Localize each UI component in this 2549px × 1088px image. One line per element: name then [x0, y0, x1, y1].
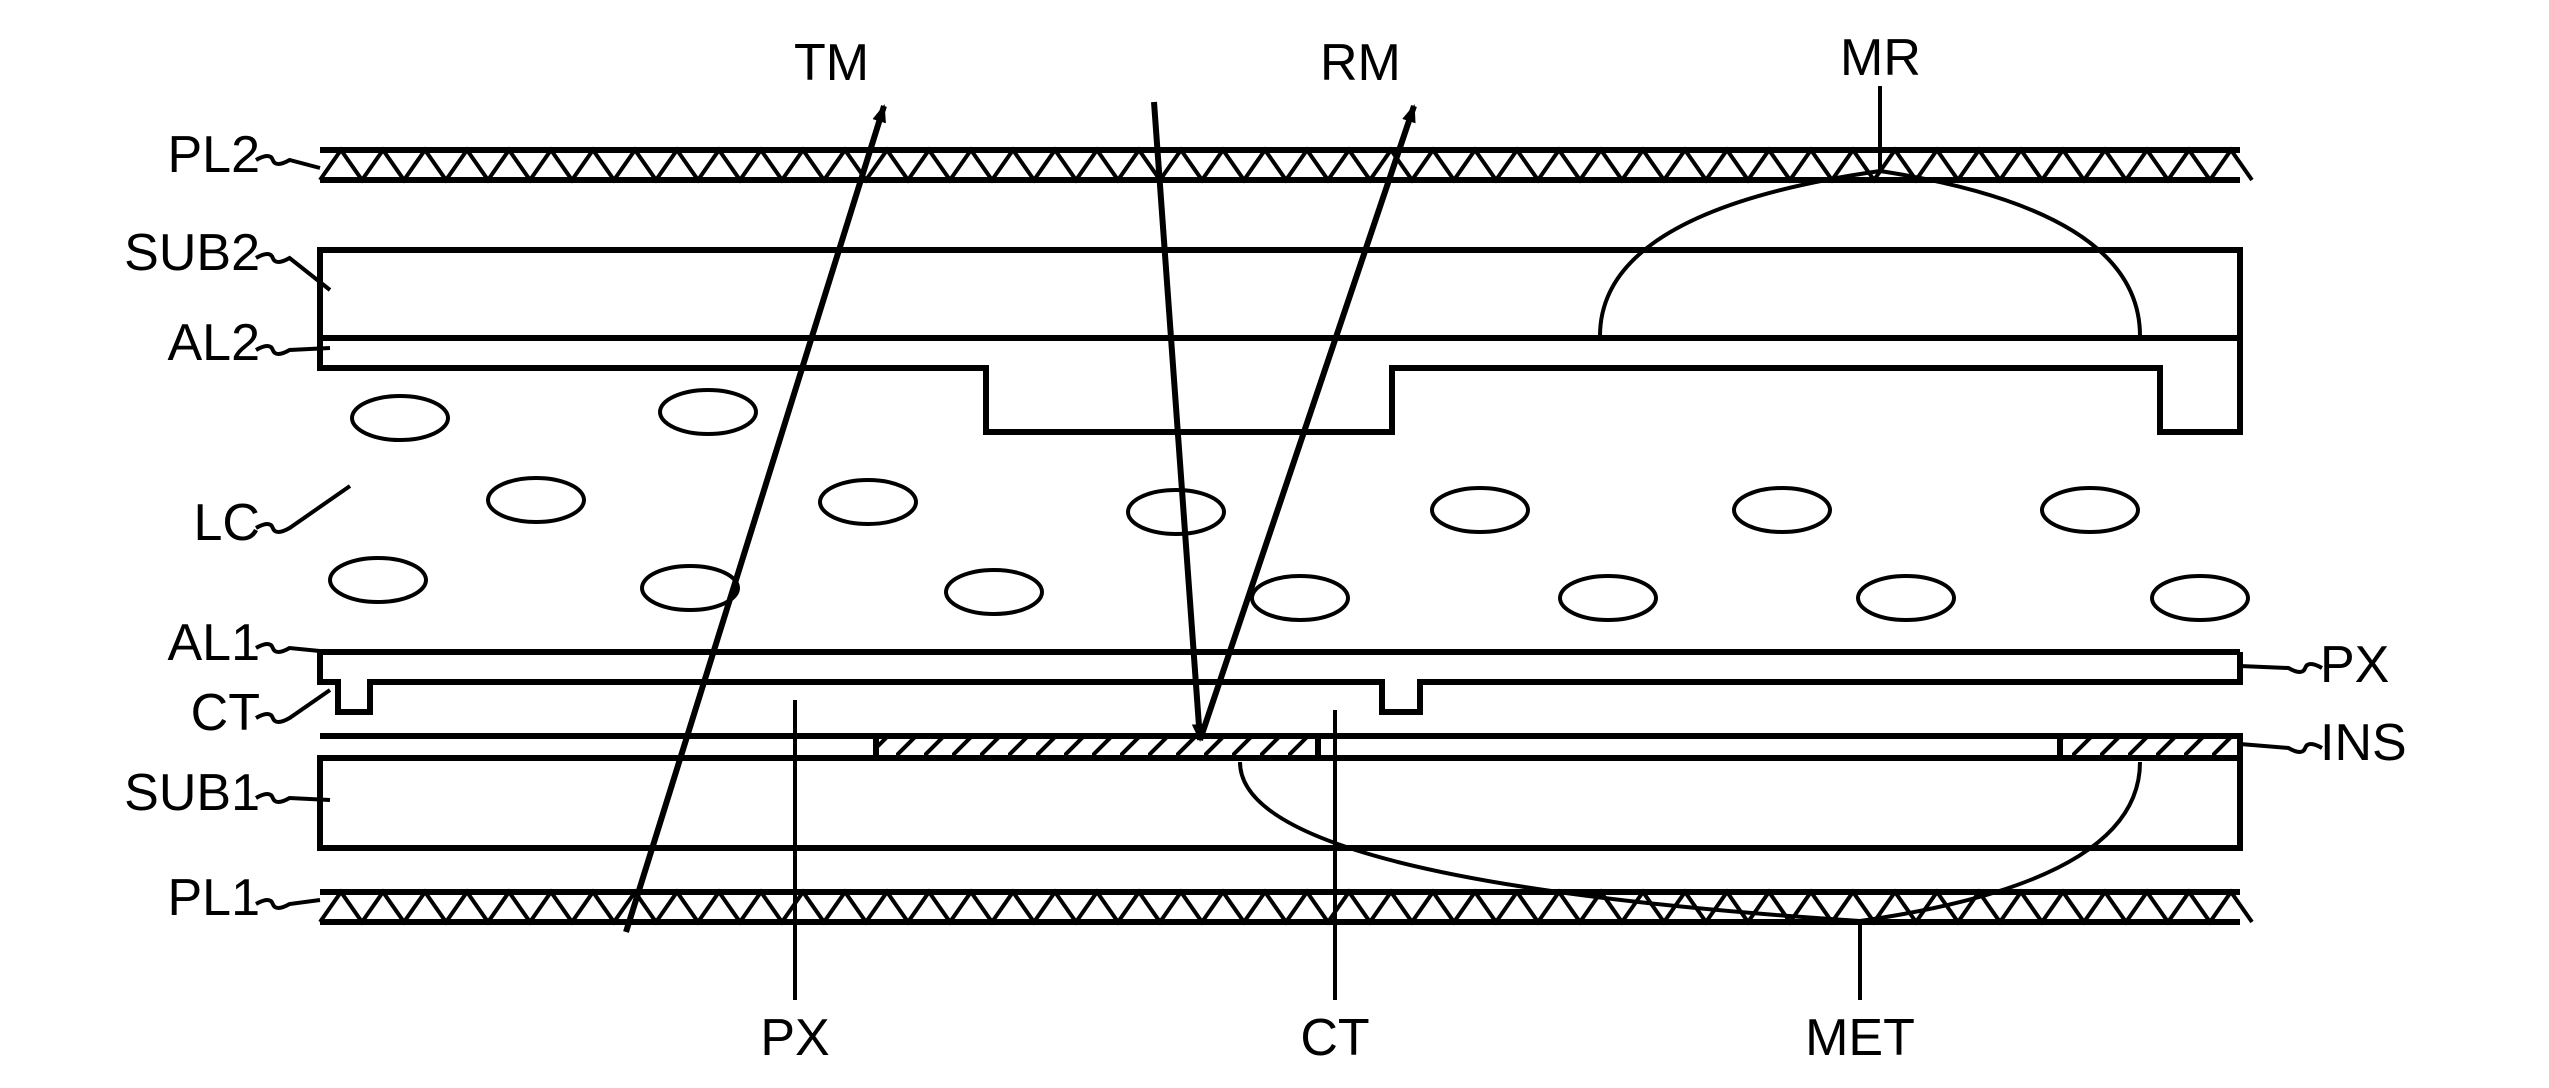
label-PX_r: PX — [2320, 636, 2389, 694]
leader-MR-brace — [1600, 86, 2140, 336]
leader-PX_r — [2240, 664, 2322, 672]
label-AL1: AL1 — [167, 614, 260, 672]
label-SUB2: SUB2 — [124, 224, 260, 282]
substrate-SUB2 — [320, 250, 2240, 338]
leader-INS — [2240, 744, 2322, 752]
polarizer-PL2-stripe — [320, 150, 2252, 180]
label-MET: MET — [1805, 1009, 1915, 1067]
label-PX_b: PX — [760, 1009, 829, 1067]
substrate-SUB1 — [320, 758, 2240, 848]
leader-AL1 — [256, 644, 330, 652]
arrow-TM — [626, 106, 884, 932]
leader-LC — [256, 486, 350, 532]
metal-MET-segment — [876, 736, 1318, 758]
px-ct-top-outline — [320, 652, 2240, 712]
label-RM: RM — [1320, 34, 1401, 92]
leader-MET-brace — [1240, 762, 2140, 1000]
label-AL2: AL2 — [167, 314, 260, 372]
liquid-crystal-ellipses — [330, 390, 2248, 620]
arrow-RM-out — [1200, 106, 1414, 740]
label-CT_b: CT — [1300, 1009, 1369, 1067]
polarizer-PL1-stripe — [320, 892, 2252, 922]
arrow-RM-in — [1154, 102, 1200, 740]
label-PL1: PL1 — [167, 869, 260, 927]
label-MR: MR — [1840, 29, 1921, 87]
label-SUB1: SUB1 — [124, 764, 260, 822]
metal-MET-segment — [2060, 736, 2240, 758]
label-INS: INS — [2320, 714, 2407, 772]
alignment-layer-AL2-outline — [320, 338, 2240, 432]
leader-PL2 — [256, 156, 320, 168]
label-LC: LC — [194, 494, 260, 552]
leader-CT — [256, 690, 330, 722]
label-PL2: PL2 — [167, 126, 260, 184]
label-TM: TM — [794, 34, 869, 92]
leader-PL1 — [256, 900, 320, 908]
label-CT: CT — [191, 684, 260, 742]
